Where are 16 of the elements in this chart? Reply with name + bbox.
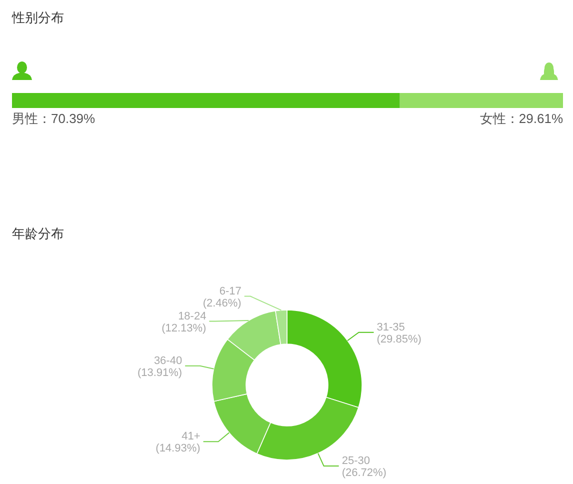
data-label: (13.91%) bbox=[137, 366, 182, 379]
slice-label: 18-24 bbox=[178, 310, 206, 322]
slice-label: 6-17 bbox=[219, 285, 242, 298]
chart-title: 性别分布 bbox=[11, 10, 64, 25]
data-label: (2.46%) bbox=[202, 297, 242, 310]
data-label: (12.13%) bbox=[162, 322, 206, 334]
slice-label: 25-30 bbox=[342, 455, 370, 468]
slice-label: 31-35 bbox=[376, 321, 405, 334]
data-label: (14.93%) bbox=[156, 442, 200, 455]
slice-label: 41+ bbox=[182, 430, 200, 443]
data-label: (29.85%) bbox=[376, 333, 422, 346]
data-label: 女性：29.61% bbox=[480, 111, 564, 126]
slice-label: 36-40 bbox=[154, 354, 182, 367]
chart-title: 年龄分布 bbox=[12, 226, 64, 241]
data-label: 男性：70.39% bbox=[12, 111, 96, 126]
data-label: (26.72%) bbox=[342, 467, 386, 480]
